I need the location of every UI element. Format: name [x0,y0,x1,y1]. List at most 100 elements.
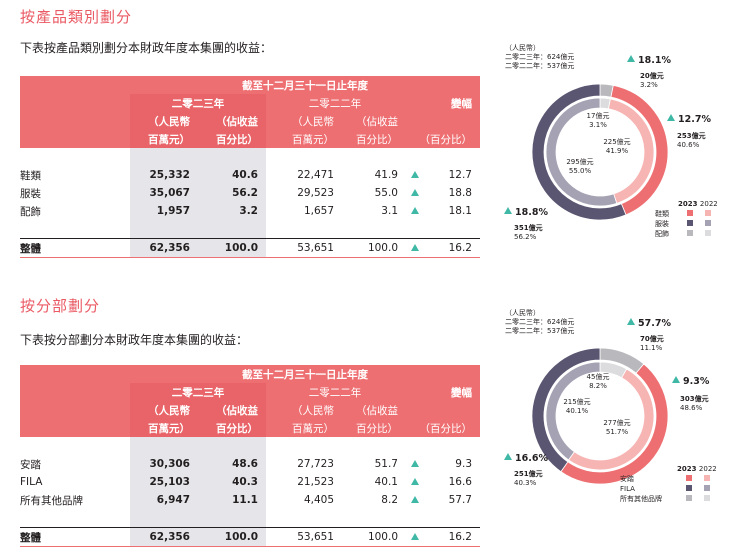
legend-swatch [687,220,693,226]
cell-value: 48.6 [196,455,266,473]
legend-swatch [705,220,711,226]
chart-unit: （人民幣） [505,309,540,317]
cell-value: 25,332 [130,166,196,184]
unit-label: 百分比） [196,419,266,437]
legend-swatch [687,230,693,236]
unit-label: （佔收益 [196,112,266,130]
legend-swatch [687,210,693,216]
cell-value: 3.1 [381,205,398,217]
up-triangle-icon [411,207,419,214]
up-triangle-icon [411,244,419,251]
chart-total-2023: 二零二三年：624億元 [505,318,575,326]
section-intro: 下表按分部劃分本財政年度本集團的收益： [20,333,249,347]
chart-total-2022: 二零二二年：537億元 [505,327,575,335]
chart-legend: 2023 2022 鞋類 服裝 配飾 [655,200,718,238]
unit-label: （百分比） [404,419,480,437]
cell-value: 22,471 [297,169,334,181]
unit-label: 百分比） [340,419,404,437]
cell-value: 100.0 [196,238,266,258]
unit-label: 百分比） [340,130,404,148]
cell-value: 56.2 [196,184,266,202]
cell-value: 16.2 [426,527,480,547]
slice-2023-1 [531,347,601,473]
cell-value: 21,523 [297,476,334,488]
legend-swatch [704,475,710,481]
table-row: 配飾 1,957 3.2 1,657 3.1 18.1 [20,202,480,220]
cell-value: 16.2 [426,238,480,258]
inner-label: 277億元 51.7% [603,419,631,436]
callout-change: 18.8% [504,207,548,218]
table-row: 所有其他品牌 6,947 11.1 4,405 8.2 57.7 [20,491,480,509]
up-triangle-icon [411,478,419,485]
row-label: 安踏 [20,458,41,471]
up-triangle-icon [411,533,419,540]
cell-value: 100.0 [340,527,404,547]
row-label: 服裝 [20,187,41,200]
up-triangle-icon [411,189,419,196]
unit-label: （人民幣 [130,401,196,419]
table-row: FILA 25,103 40.3 21,523 40.1 16.6 [20,473,480,491]
cell-value: 51.7 [374,458,398,470]
change-label: 變幅 [404,94,480,112]
cell-value: 53,651 [266,527,340,547]
year-2023-label: 二零二三年 [130,383,266,401]
chart-total-2022: 二零二二年：537億元 [505,62,575,70]
chart-legend: 2023 2022 安踏 FILA 所有其他品牌 [620,465,717,503]
cell-value: 18.8 [448,187,472,199]
callout-value: 251億元 40.3% [514,470,543,487]
cell-value: 29,523 [297,187,334,199]
table-row: 服裝 35,067 56.2 29,523 55.0 18.8 [20,184,480,202]
section-intro: 下表按產品類別劃分本財政年度本集團的收益： [20,41,273,55]
table-header-period: 截至十二月三十一日止年度 [20,76,480,94]
unit-label: （人民幣 [266,401,340,419]
total-row: 整體 62,356 100.0 53,651 100.0 16.2 [20,527,480,547]
cell-value: 9.3 [455,458,472,470]
callout-change: 16.6% [504,453,548,464]
cell-value: 41.9 [374,169,398,181]
table-row: 安踏 30,306 48.6 27,723 51.7 9.3 [20,455,480,473]
unit-label: 百萬元） [266,130,340,148]
unit-label: 百分比） [196,130,266,148]
slice-2022-1 [545,97,618,207]
callout-value: 351億元 56.2% [514,224,543,241]
cell-value: 30,306 [130,455,196,473]
donut-chart [531,83,669,221]
legend-swatch [686,485,692,491]
up-triangle-icon [627,55,635,62]
chart-total-2023: 二零二三年：624億元 [505,53,575,61]
cell-value: 100.0 [196,527,266,547]
cell-value: 18.1 [448,205,472,217]
cell-value: 8.2 [381,494,398,506]
cell-value: 3.2 [196,202,266,220]
row-label: FILA [20,476,43,488]
cell-value: 53,651 [266,238,340,258]
cell-value: 4,405 [303,494,334,506]
cell-value: 25,103 [130,473,196,491]
row-label: 配飾 [20,205,41,218]
callout-change: 12.7% [667,114,711,125]
section-title: 按分部劃分 [20,297,101,315]
cell-value: 27,723 [297,458,334,470]
up-triangle-icon [411,171,419,178]
unit-label: （人民幣 [130,112,196,130]
up-triangle-icon [411,460,419,467]
cell-value: 55.0 [374,187,398,199]
inner-label: 225億元 41.9% [603,138,631,155]
year-2023-label: 二零二三年 [130,94,266,112]
year-2022-label: 二零二二年 [266,94,404,112]
slice-2023-1 [531,83,627,221]
inner-label: 215億元 40.1% [563,398,591,415]
row-label: 所有其他品牌 [20,494,83,507]
cell-value: 11.1 [196,491,266,509]
row-label: 整體 [20,238,130,258]
cell-value: 40.3 [196,473,266,491]
cell-value: 62,356 [130,527,196,547]
unit-label: 百萬元） [266,419,340,437]
unit-label: （佔收益 [340,112,404,130]
unit-label: （佔收益 [196,401,266,419]
inner-label: 295億元 55.0% [566,158,594,175]
donut-chart [531,347,669,485]
row-label: 整體 [20,527,130,547]
cell-value: 6,947 [130,491,196,509]
cell-value: 40.1 [374,476,398,488]
